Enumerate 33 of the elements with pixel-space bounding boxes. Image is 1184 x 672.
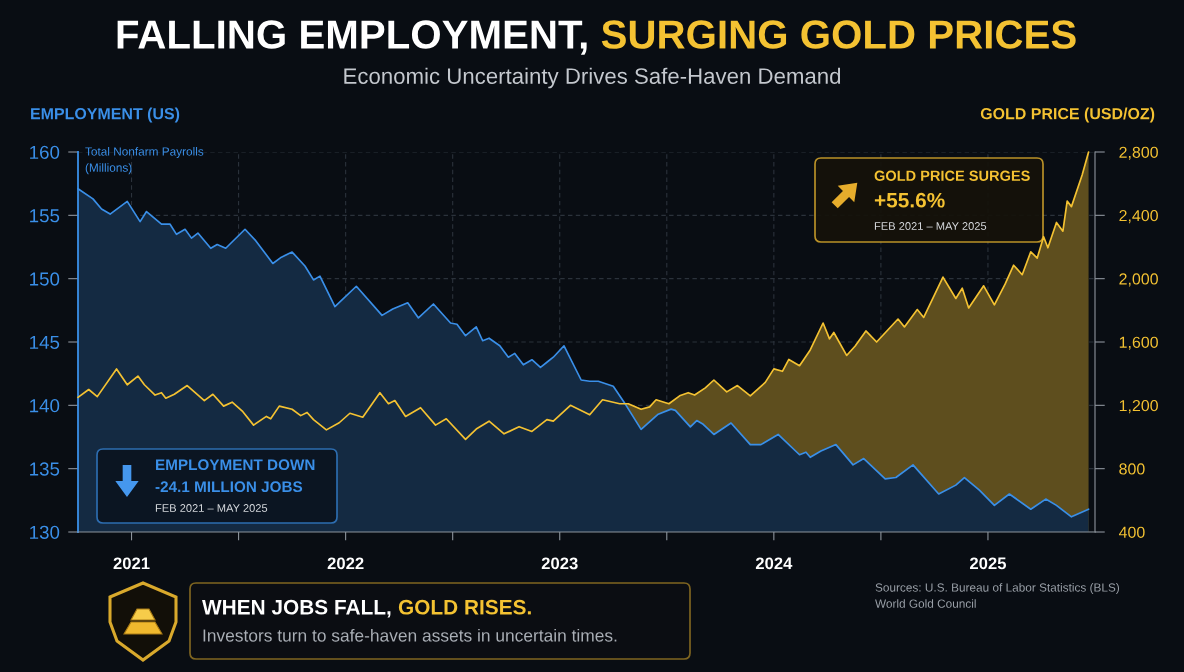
annotation: FEB 2021 – MAY 2025	[874, 222, 987, 230]
y2-tick-label: 2,800	[1119, 146, 1158, 160]
y-tick-label: 145	[30, 335, 60, 349]
annotation: FEB 2021 – MAY 2025	[155, 504, 268, 512]
y2-tick-label: 2,400	[1119, 209, 1158, 224]
annotation: GOLD PRICE SURGES	[874, 170, 1030, 181]
x-tick-label: 2025	[969, 557, 1007, 570]
x-tick-label: 2022	[327, 557, 364, 570]
y-tick-label: 155	[30, 209, 60, 223]
y2-tick-label: 800	[1119, 463, 1145, 475]
annotation: Total Nonfarm Payrolls (Millions)	[85, 147, 204, 175]
chart-subtitle: Economic Uncertainty Drives Safe-Haven Demand	[344, 67, 841, 89]
text: WHEN JOBS FALL, GOLD RISES.	[202, 599, 531, 618]
y2-axis-title: GOLD PRICE (USD/OZ)	[980, 107, 1155, 123]
y2-tick-label: 1,200	[1119, 399, 1158, 414]
annotation: EMPLOYMENT DOWN	[156, 459, 315, 471]
x-tick-label: 2021	[113, 557, 150, 570]
y-tick-label: 150	[30, 272, 60, 286]
text: Investors turn to safe-haven assets in uncertain times.	[203, 628, 617, 642]
y-tick-label: 130	[30, 525, 60, 539]
y-tick-label: 160	[30, 145, 60, 159]
y2-tick-label: 2,000	[1119, 273, 1158, 287]
source-note: Sources: U.S. Bureau of Labor Statistics (BLS) World Gold Council	[875, 583, 1120, 608]
chart-title: FALLING EMPLOYMENT, SURGING GOLD PRICES	[117, 20, 1076, 55]
annotation: -24.1 MILLION JOBS	[155, 481, 303, 493]
x-tick-label: 2023	[541, 557, 578, 570]
y2-tick-label: 400	[1118, 526, 1145, 538]
y2-tick-label: 1,600	[1119, 336, 1158, 350]
annotation: +55.6%	[874, 192, 945, 208]
y-tick-label: 140	[30, 399, 60, 413]
y-axis-title: EMPLOYMENT (US)	[31, 107, 180, 123]
x-tick-label: 2024	[755, 557, 793, 570]
y-tick-label: 135	[30, 462, 60, 476]
